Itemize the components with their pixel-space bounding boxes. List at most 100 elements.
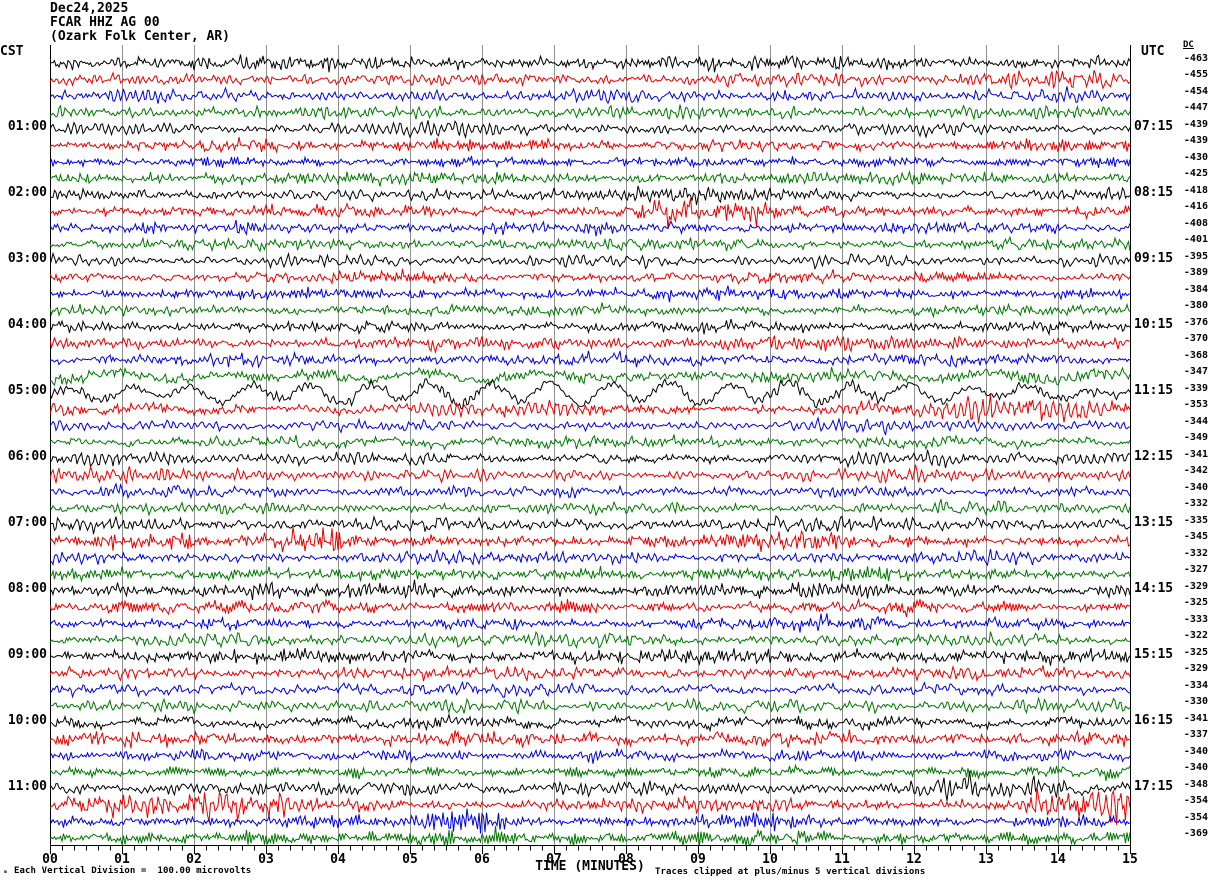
dc-value-row-30: -332 bbox=[1183, 547, 1208, 559]
dc-value-row-3: -447 bbox=[1183, 102, 1208, 114]
trace-row-42 bbox=[50, 747, 1131, 764]
cst-label-04:00: 04:00 bbox=[7, 316, 47, 332]
trace-row-37 bbox=[50, 664, 1131, 683]
dc-value-row-34: -333 bbox=[1183, 613, 1208, 625]
dc-value-row-31: -327 bbox=[1183, 564, 1208, 576]
utc-label-08:15: 08:15 bbox=[1134, 184, 1174, 200]
trace-row-16 bbox=[50, 318, 1131, 336]
trace-row-29 bbox=[50, 526, 1131, 553]
x-tick-label-15: 15 bbox=[1122, 852, 1138, 867]
utc-label-10:15: 10:15 bbox=[1134, 316, 1174, 332]
clip-note: Traces clipped at plus/minus 5 vertical … bbox=[655, 867, 926, 877]
x-tick-label-14: 14 bbox=[1050, 852, 1066, 867]
utc-label-12:15: 12:15 bbox=[1134, 448, 1174, 464]
dc-value-row-22: -344 bbox=[1183, 415, 1208, 427]
scale-mark: ₘ bbox=[3, 866, 8, 875]
x-tick-label-06: 06 bbox=[474, 852, 490, 867]
x-tick-label-13: 13 bbox=[978, 852, 994, 867]
time-axis-title: TIME (MINUTES) bbox=[535, 859, 645, 874]
trace-row-13 bbox=[50, 268, 1131, 286]
dc-value-row-33: -325 bbox=[1183, 597, 1208, 609]
trace-row-39 bbox=[50, 696, 1131, 716]
dc-value-row-21: -353 bbox=[1183, 399, 1208, 411]
x-tick-label-12: 12 bbox=[906, 852, 922, 867]
cst-label-03:00: 03:00 bbox=[7, 250, 47, 266]
x-tick-label-01: 01 bbox=[114, 852, 130, 867]
trace-row-44 bbox=[50, 771, 1131, 801]
utc-label-14:15: 14:15 bbox=[1134, 580, 1174, 596]
trace-row-0 bbox=[50, 54, 1131, 73]
dc-value-row-1: -455 bbox=[1183, 69, 1208, 81]
trace-row-12 bbox=[50, 251, 1131, 271]
x-tick-label-00: 00 bbox=[42, 852, 58, 867]
dc-value-row-41: -337 bbox=[1183, 729, 1208, 741]
dc-value-row-27: -332 bbox=[1183, 498, 1208, 510]
trace-row-30 bbox=[50, 549, 1131, 567]
utc-label-16:15: 16:15 bbox=[1134, 712, 1174, 728]
trace-row-6 bbox=[50, 155, 1131, 169]
dc-value-row-38: -334 bbox=[1183, 679, 1208, 691]
cst-label-06:00: 06:00 bbox=[7, 448, 47, 464]
utc-label-09:15: 09:15 bbox=[1134, 250, 1174, 266]
seismogram-trace-area bbox=[50, 45, 1131, 845]
dc-value-row-35: -322 bbox=[1183, 630, 1208, 642]
header-station-name: (Ozark Folk Center, AR) bbox=[50, 29, 231, 44]
trace-row-43 bbox=[50, 763, 1131, 781]
trace-row-24 bbox=[50, 449, 1131, 469]
header-station: FCAR HHZ AG 00 bbox=[50, 15, 160, 30]
dc-value-row-6: -430 bbox=[1183, 151, 1208, 163]
right-timezone-label: UTC bbox=[1141, 44, 1165, 59]
header-date: Dec24,2025 bbox=[50, 1, 129, 16]
dc-value-row-2: -454 bbox=[1183, 85, 1208, 97]
trace-row-17 bbox=[50, 334, 1131, 355]
dc-value-row-16: -376 bbox=[1183, 316, 1208, 328]
trace-row-38 bbox=[50, 680, 1131, 699]
trace-row-8 bbox=[50, 185, 1131, 206]
x-tick-label-02: 02 bbox=[186, 852, 202, 867]
dc-value-row-26: -340 bbox=[1183, 481, 1208, 493]
dc-value-row-11: -401 bbox=[1183, 234, 1208, 246]
dc-value-row-32: -329 bbox=[1183, 580, 1208, 592]
dc-value-row-25: -342 bbox=[1183, 465, 1208, 477]
trace-row-15 bbox=[50, 302, 1131, 319]
x-tick-label-09: 09 bbox=[690, 852, 706, 867]
trace-row-33 bbox=[50, 597, 1130, 618]
x-tick-label-04: 04 bbox=[330, 852, 346, 867]
x-tick-label-08: 08 bbox=[618, 852, 634, 867]
dc-value-row-8: -418 bbox=[1183, 184, 1208, 196]
trace-row-27 bbox=[50, 498, 1131, 517]
dc-value-row-24: -341 bbox=[1183, 448, 1208, 460]
dc-value-row-18: -368 bbox=[1183, 349, 1208, 361]
cst-label-10:00: 10:00 bbox=[7, 712, 47, 728]
utc-label-13:15: 13:15 bbox=[1134, 514, 1174, 530]
trace-row-21 bbox=[50, 394, 1131, 424]
trace-row-11 bbox=[50, 235, 1131, 253]
trace-row-32 bbox=[50, 579, 1131, 600]
dc-value-row-7: -425 bbox=[1183, 168, 1208, 180]
dc-value-row-28: -335 bbox=[1183, 514, 1208, 526]
dc-value-row-45: -354 bbox=[1183, 795, 1208, 807]
trace-row-23 bbox=[50, 434, 1131, 451]
cst-label-09:00: 09:00 bbox=[7, 646, 47, 662]
trace-row-40 bbox=[50, 712, 1131, 733]
trace-row-18 bbox=[50, 350, 1131, 369]
x-tick-label-07: 07 bbox=[546, 852, 562, 867]
dc-value-row-20: -339 bbox=[1183, 382, 1208, 394]
trace-row-26 bbox=[50, 482, 1131, 500]
dc-value-row-9: -416 bbox=[1183, 201, 1208, 213]
utc-label-17:15: 17:15 bbox=[1134, 778, 1174, 794]
x-tick-label-10: 10 bbox=[762, 852, 778, 867]
dc-value-row-39: -330 bbox=[1183, 696, 1208, 708]
utc-label-15:15: 15:15 bbox=[1134, 646, 1174, 662]
trace-row-22 bbox=[50, 415, 1131, 436]
dc-value-row-12: -395 bbox=[1183, 250, 1208, 262]
x-tick-label-11: 11 bbox=[834, 852, 850, 867]
dc-value-row-4: -439 bbox=[1183, 118, 1208, 130]
utc-label-11:15: 11:15 bbox=[1134, 382, 1174, 398]
trace-row-19 bbox=[50, 366, 1131, 387]
trace-row-4 bbox=[50, 120, 1131, 140]
cst-label-08:00: 08:00 bbox=[7, 580, 47, 596]
vertical-scale-note: Each Vertical Division = 100.00 microvol… bbox=[14, 866, 252, 876]
dc-value-row-40: -341 bbox=[1183, 712, 1208, 724]
